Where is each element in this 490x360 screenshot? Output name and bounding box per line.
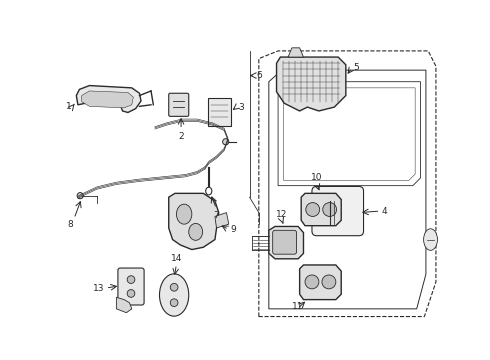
Text: 3: 3 <box>238 103 244 112</box>
Circle shape <box>127 276 135 283</box>
Text: 9: 9 <box>230 225 236 234</box>
Ellipse shape <box>160 274 189 316</box>
Text: 6: 6 <box>257 71 262 80</box>
Ellipse shape <box>423 229 438 250</box>
FancyBboxPatch shape <box>169 93 189 116</box>
Text: 13: 13 <box>93 284 105 293</box>
Polygon shape <box>288 48 303 57</box>
Text: 4: 4 <box>382 207 388 216</box>
Circle shape <box>323 203 337 216</box>
Circle shape <box>306 203 319 216</box>
Polygon shape <box>82 91 133 108</box>
Circle shape <box>171 283 178 291</box>
Polygon shape <box>76 86 141 112</box>
FancyBboxPatch shape <box>118 268 144 305</box>
Circle shape <box>127 289 135 297</box>
Circle shape <box>322 275 336 289</box>
Text: 2: 2 <box>178 132 184 141</box>
Ellipse shape <box>176 204 192 224</box>
Text: 7: 7 <box>214 211 220 220</box>
Ellipse shape <box>189 223 203 240</box>
FancyBboxPatch shape <box>312 186 364 236</box>
Text: 5: 5 <box>354 63 359 72</box>
Polygon shape <box>215 213 229 228</box>
Text: 8: 8 <box>67 220 73 229</box>
Polygon shape <box>300 265 341 300</box>
Text: 1: 1 <box>66 102 72 111</box>
Ellipse shape <box>77 193 83 199</box>
Polygon shape <box>276 57 346 111</box>
Ellipse shape <box>206 187 212 195</box>
Text: 10: 10 <box>311 173 322 182</box>
FancyBboxPatch shape <box>273 230 296 254</box>
Ellipse shape <box>222 139 229 145</box>
Circle shape <box>305 275 319 289</box>
Text: 14: 14 <box>171 254 182 263</box>
Polygon shape <box>269 226 303 259</box>
Text: 12: 12 <box>276 210 288 219</box>
FancyBboxPatch shape <box>208 98 231 126</box>
Polygon shape <box>301 193 341 226</box>
Text: 11: 11 <box>292 302 303 311</box>
Polygon shape <box>117 297 132 313</box>
Polygon shape <box>169 193 219 249</box>
Circle shape <box>171 299 178 306</box>
